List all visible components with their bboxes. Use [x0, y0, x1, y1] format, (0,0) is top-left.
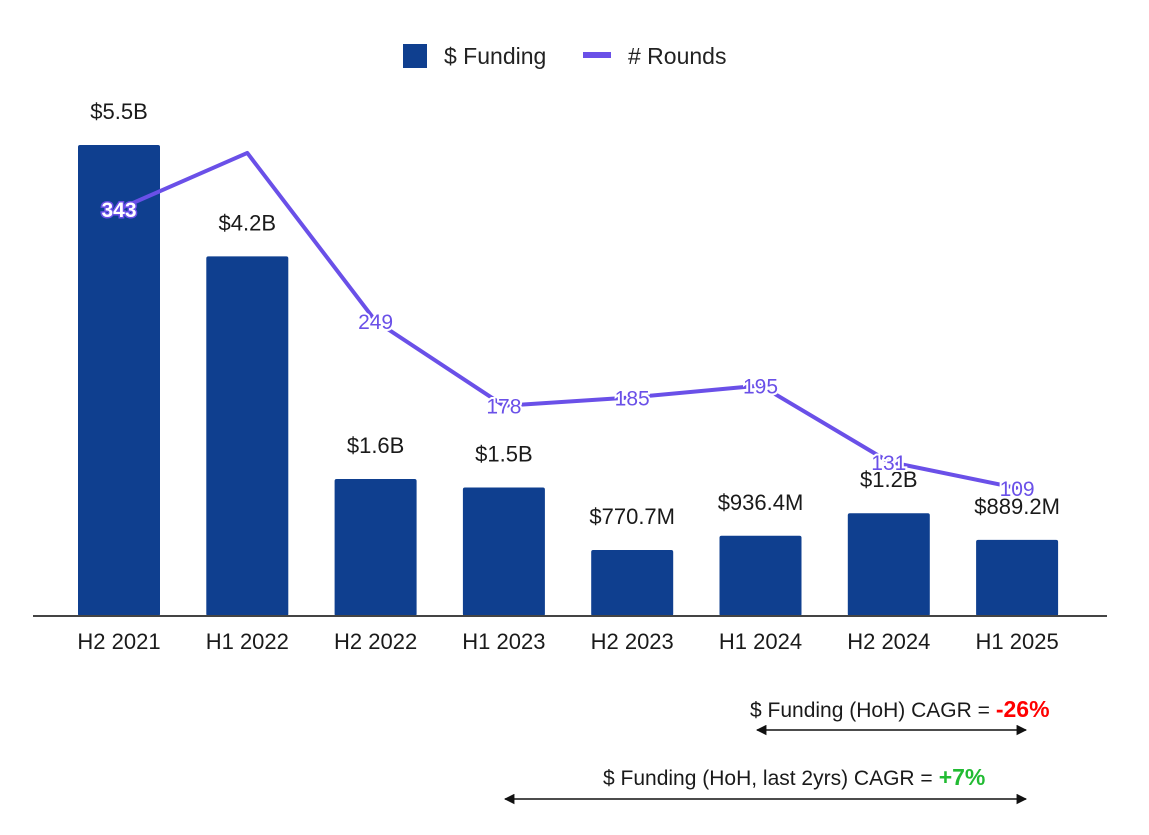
- funding-bar-label: $1.6B: [347, 433, 405, 458]
- x-tick-label: H1 2024: [719, 629, 802, 654]
- x-tick-label: H2 2024: [847, 629, 930, 654]
- funding-bar: [334, 478, 417, 616]
- rounds-line-series: [117, 150, 1019, 490]
- cagr-hoh-text: $ Funding (HoH) CAGR =: [750, 699, 990, 722]
- funding-bar-label: $770.7M: [589, 504, 675, 529]
- funding-bar-label: $1.2B: [860, 467, 918, 492]
- funding-bar: [206, 256, 289, 616]
- rounds-point: [759, 383, 762, 387]
- cagr-arrows: [503, 724, 1028, 805]
- rounds-point: [117, 207, 121, 211]
- funding-bar: [847, 513, 930, 616]
- cagr-hoh-annotation: $ Funding (HoH) CAGR = -26%: [750, 696, 1050, 723]
- funding-bar: [719, 535, 802, 616]
- funding-bar: [976, 539, 1059, 616]
- legend: $ Funding # Rounds: [403, 43, 726, 69]
- funding-bar-label: $936.4M: [718, 490, 804, 515]
- cagr-last-2yrs-annotation: $ Funding (HoH, last 2yrs) CAGR = +7%: [603, 764, 985, 791]
- legend-rounds-swatch: [583, 52, 611, 58]
- rounds-point: [630, 395, 634, 399]
- rounds-point: [245, 151, 249, 155]
- funding-bar: [462, 487, 545, 616]
- legend-funding-swatch: [403, 44, 427, 68]
- funding-bar-label: $4.2B: [219, 210, 277, 235]
- funding-bar: [78, 145, 160, 616]
- legend-rounds-label: # Rounds: [628, 43, 726, 69]
- funding-bar-labels: $5.5B $4.2B $1.6B $1.5B $770.7M $936.4M $1.2B $…: [90, 99, 1060, 529]
- rounds-data-label: 109: [1000, 478, 1035, 501]
- x-tick-label: H1 2025: [976, 629, 1059, 654]
- x-tick-label: H1 2022: [206, 629, 289, 654]
- x-tick-label: H2 2022: [334, 629, 417, 654]
- cagr-hoh-value: -26%: [995, 696, 1050, 722]
- x-tick-label: H1 2023: [462, 629, 545, 654]
- cagr-last-2yrs-text: $ Funding (HoH, last 2yrs) CAGR =: [603, 767, 933, 790]
- x-tick-label: H2 2023: [591, 629, 674, 654]
- rounds-point: [887, 460, 891, 464]
- funding-bar: [591, 550, 674, 616]
- legend-funding-label: $ Funding: [444, 43, 546, 69]
- rounds-data-label: 131: [871, 452, 906, 475]
- rounds-point: [374, 319, 378, 323]
- rounds-point: [502, 404, 506, 408]
- rounds-data-label: 178: [486, 396, 521, 419]
- rounds-data-label: 195: [743, 375, 778, 398]
- rounds-data-label: 343: [101, 199, 136, 222]
- rounds-data-labels: 343 249 178 185 195 131 109: [100, 198, 1037, 504]
- cagr-last-2yrs-value: +7%: [938, 764, 986, 790]
- x-tick-label: H2 2021: [77, 629, 160, 654]
- rounds-line: [118, 150, 1018, 490]
- funding-bar-label: $889.2M: [974, 494, 1060, 519]
- rounds-point: [1015, 486, 1019, 490]
- funding-bars: [78, 145, 1059, 616]
- rounds-data-label: 249: [358, 311, 393, 334]
- rounds-data-label: 185: [615, 387, 650, 410]
- x-tick-labels: H2 2021 H1 2022 H2 2022 H1 2023 H2 2023 H1 20…: [77, 629, 1058, 654]
- funding-bar-label: $5.5B: [90, 99, 148, 124]
- funding-bar-label: $1.5B: [475, 442, 533, 467]
